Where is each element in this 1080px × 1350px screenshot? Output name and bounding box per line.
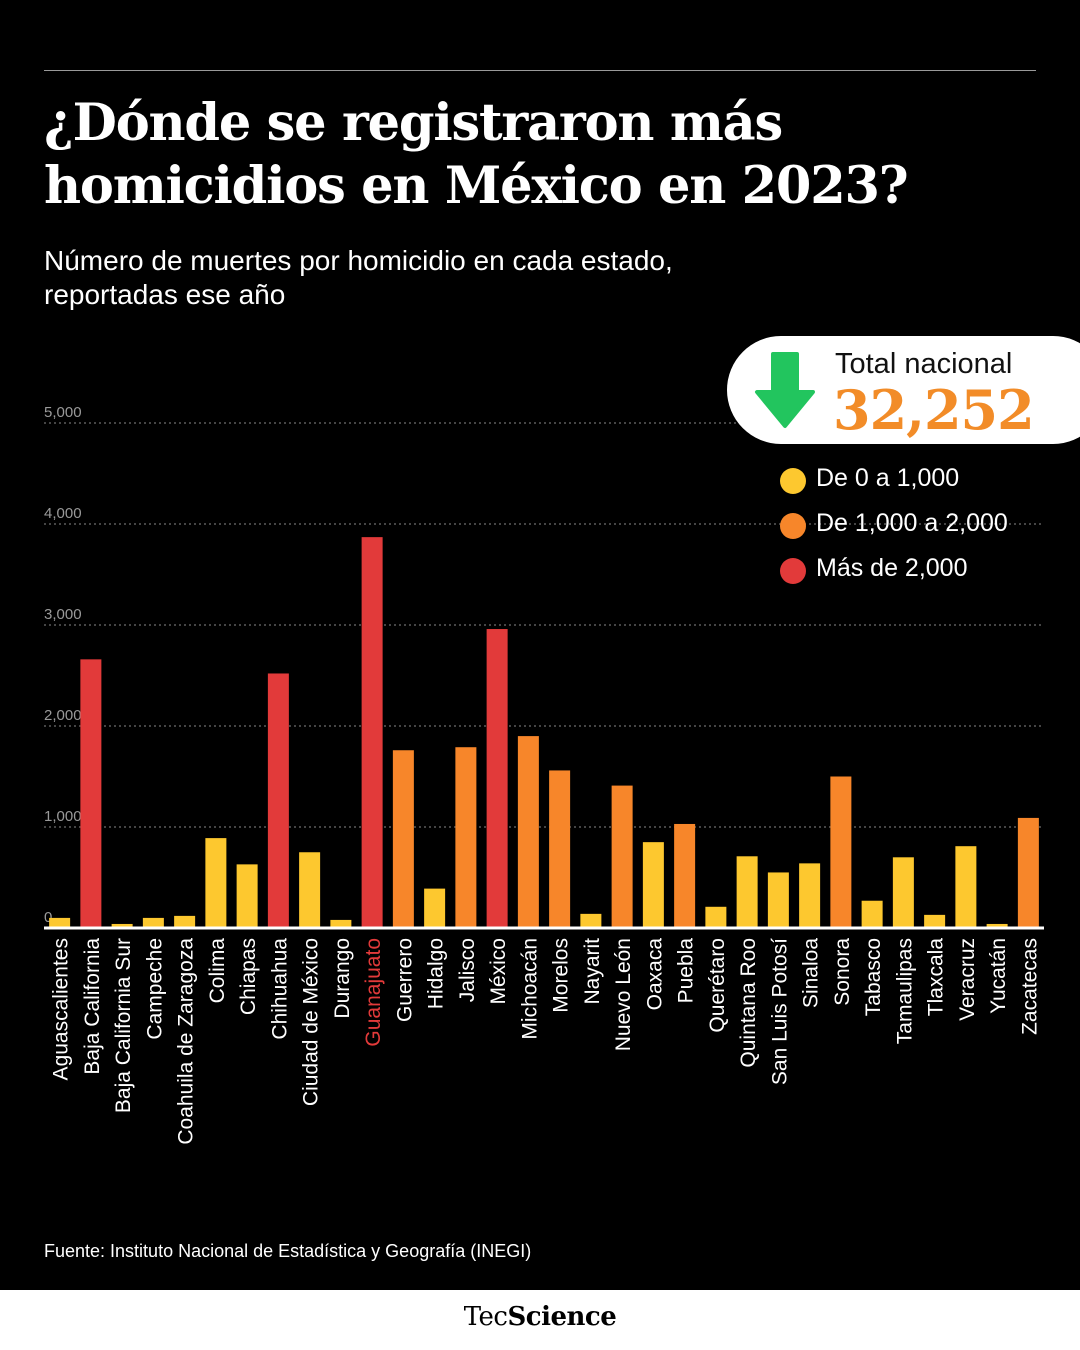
legend-label-high: Más de 2,000 <box>816 554 968 582</box>
y-tick-label: 5,000 <box>44 404 82 421</box>
bar <box>174 915 196 928</box>
legend-dot-mid <box>780 513 806 539</box>
x-tick-label: Sinaloa <box>800 938 823 1008</box>
x-tick-label: Chiapas <box>237 938 260 1015</box>
x-tick-label: Ciudad de México <box>300 938 323 1106</box>
bar <box>705 906 727 928</box>
arrow-down-icon <box>755 352 815 428</box>
x-tick-label: Coahuila de Zaragoza <box>175 938 198 1145</box>
bar <box>299 852 321 928</box>
x-tick-label: Querétaro <box>706 938 729 1033</box>
bar <box>861 900 883 928</box>
bar <box>642 842 664 928</box>
x-tick-label: Chihuahua <box>268 938 291 1040</box>
bar <box>924 914 946 928</box>
x-tick-label: Tamaulipas <box>893 938 916 1044</box>
x-tick-label: Aguascalientes <box>50 938 73 1080</box>
x-tick-label: Michoacán <box>518 938 541 1040</box>
bar <box>455 747 477 928</box>
bar <box>955 846 977 928</box>
page-title: ¿Dónde se registraron más homicidios en … <box>44 93 909 216</box>
bar <box>580 913 602 928</box>
bar <box>392 750 414 928</box>
x-tick-label: Oaxaca <box>643 938 666 1011</box>
brand-part-tec: Tec <box>463 1302 508 1332</box>
brand-logo: TecScience <box>0 1302 1080 1332</box>
bar <box>361 537 383 928</box>
bar <box>736 856 758 928</box>
top-divider <box>44 70 1036 71</box>
total-label: Total nacional <box>835 348 1013 380</box>
legend-label-mid: De 1,000 a 2,000 <box>816 509 1008 537</box>
x-tick-label: Guanajuato <box>362 938 385 1047</box>
bar <box>549 770 571 928</box>
x-tick-label: Campeche <box>143 938 166 1040</box>
bar <box>830 776 852 928</box>
x-tick-label: Zacatecas <box>1018 938 1041 1035</box>
brand-part-science: Science <box>507 1302 617 1332</box>
x-tick-label: Morelos <box>550 938 573 1013</box>
bar <box>236 864 258 928</box>
bar <box>49 917 71 928</box>
bar <box>486 629 508 928</box>
x-tick-label: México <box>487 938 510 1005</box>
total-callout: Total nacional 32,252 <box>727 336 1080 444</box>
y-tick-label: 2,000 <box>44 707 82 724</box>
page-subtitle: Número de muertes por homicidio en cada … <box>44 245 673 310</box>
bar-chart: 0 1,000 2,000 3,000 4,000 5,000 Aguascalientes… <box>44 404 1044 1145</box>
x-tick-label: Tabasco <box>862 938 885 1016</box>
x-tick-label: Sonora <box>831 938 854 1006</box>
bar <box>517 736 539 928</box>
bar <box>799 863 821 928</box>
bar <box>986 923 1008 928</box>
y-tick-label: 1,000 <box>44 808 82 825</box>
x-tick-label: Quintana Roo <box>737 938 760 1068</box>
x-tick-label: Durango <box>331 938 354 1019</box>
x-tick-label: Veracruz <box>956 938 979 1021</box>
x-tick-label: Nayarit <box>581 938 604 1005</box>
x-tick-label: Puebla <box>675 938 698 1004</box>
source-note: Fuente: Instituto Nacional de Estadístic… <box>44 1241 532 1261</box>
legend-label-low: De 0 a 1,000 <box>816 464 960 492</box>
bar <box>424 888 446 928</box>
x-tick-label: Baja California <box>81 938 104 1075</box>
bar <box>267 673 289 928</box>
bar <box>611 785 633 928</box>
x-tick-label: Hidalgo <box>425 938 448 1009</box>
x-tick-label: Nuevo León <box>612 938 635 1051</box>
x-tick-label: Tlaxcala <box>925 938 948 1017</box>
footer: TecScience <box>0 1290 1080 1350</box>
x-tick-label: Guerrero <box>393 938 416 1022</box>
bar <box>142 917 164 928</box>
x-tick-label: San Luis Potosí <box>768 938 791 1085</box>
x-tick-label: Colima <box>206 938 229 1004</box>
bar <box>674 823 696 928</box>
y-tick-label: 4,000 <box>44 505 82 522</box>
legend-dot-high <box>780 558 806 584</box>
total-value: 32,252 <box>833 378 1035 442</box>
y-tick-label: 0 <box>44 909 52 926</box>
x-tick-label: Baja California Sur <box>112 938 135 1113</box>
bar <box>330 919 352 928</box>
x-tick-label: Jalisco <box>456 938 479 1002</box>
bar <box>892 857 914 928</box>
bar <box>767 872 789 928</box>
bar <box>1017 817 1039 928</box>
x-tick-label: Yucatán <box>987 938 1010 1014</box>
bar <box>205 838 227 928</box>
y-tick-label: 3,000 <box>44 606 82 623</box>
bar <box>80 659 102 928</box>
legend-dot-low <box>780 468 806 494</box>
bar <box>111 923 133 928</box>
